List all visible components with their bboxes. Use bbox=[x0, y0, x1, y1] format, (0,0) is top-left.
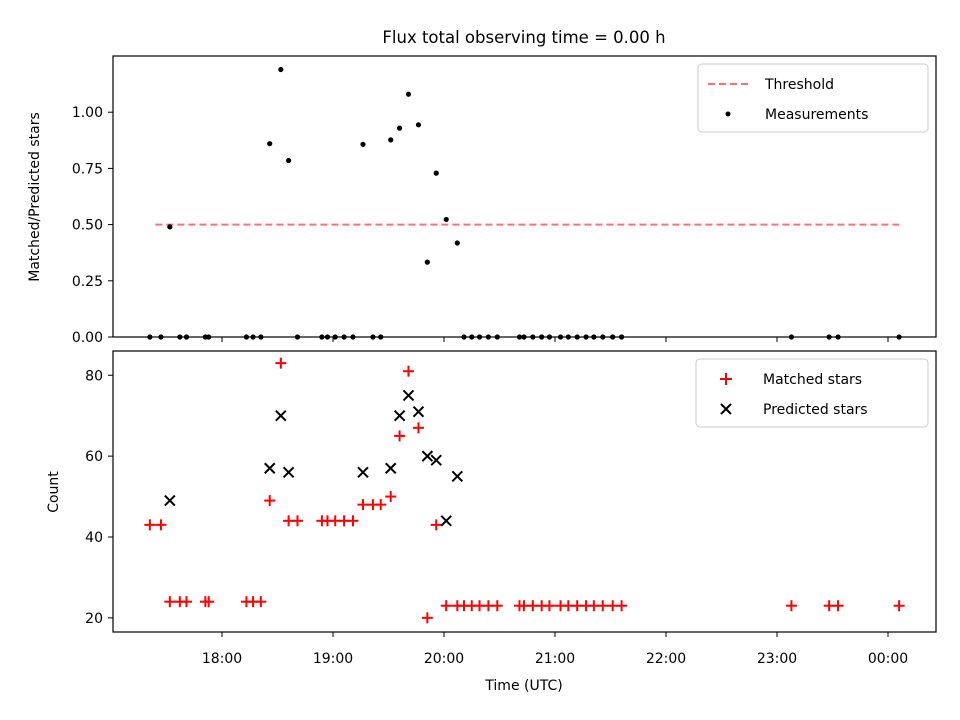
top-panel: Flux total observing time = 0.00 h 0.000… bbox=[27, 28, 937, 346]
bottom-x-tick-label-6: 00:00 bbox=[868, 651, 908, 667]
bottom-y-tick-label-2: 60 bbox=[85, 449, 103, 465]
top-y-axis-label: Matched/Predicted stars bbox=[27, 112, 43, 282]
top-series bbox=[147, 66, 902, 340]
top-legend-box bbox=[697, 63, 929, 133]
matched-point bbox=[255, 596, 267, 608]
matched-point bbox=[275, 357, 287, 369]
measurement-point bbox=[443, 216, 449, 223]
measurement-point bbox=[433, 170, 439, 176]
matched-point bbox=[616, 600, 628, 612]
bottom-x-tick-label-2: 20:00 bbox=[424, 651, 464, 667]
measurement-point bbox=[267, 141, 273, 147]
measurement-point bbox=[454, 240, 460, 246]
bottom-axes-frame bbox=[112, 350, 937, 633]
bottom-series bbox=[144, 357, 905, 624]
matched-point bbox=[440, 600, 452, 612]
measurement-point bbox=[278, 66, 284, 73]
legend-measurements-label: Measurements bbox=[765, 107, 868, 123]
top-chart-title: Flux total observing time = 0.00 h bbox=[382, 28, 665, 47]
predicted-point bbox=[402, 389, 415, 402]
predicted-point bbox=[164, 494, 176, 507]
top-y-ticks: 0.00 0.25 0.50 0.75 1.00 bbox=[72, 105, 113, 346]
measurement-point bbox=[424, 259, 430, 265]
predicted-point bbox=[282, 466, 295, 479]
legend-measurements-swatch bbox=[725, 111, 731, 117]
bottom-y-tick-label-0: 20 bbox=[85, 611, 103, 627]
top-y-tick-label-4: 1.00 bbox=[72, 105, 103, 121]
measurement-point bbox=[360, 141, 366, 147]
matched-point bbox=[412, 422, 424, 434]
matched-point bbox=[394, 430, 406, 442]
matched-point bbox=[357, 499, 369, 511]
matched-point bbox=[597, 600, 609, 612]
top-y-tick-label-2: 0.50 bbox=[72, 218, 103, 234]
legend-predicted-label: Predicted stars bbox=[763, 402, 868, 418]
bottom-y-tick-label-1: 40 bbox=[85, 530, 103, 546]
legend-predicted-swatch bbox=[720, 403, 732, 415]
top-y-tick-label-3: 0.75 bbox=[72, 161, 103, 177]
bottom-x-tick-label-4: 22:00 bbox=[646, 651, 686, 667]
measurement-point bbox=[397, 125, 403, 131]
measurement-point bbox=[415, 122, 422, 128]
measurement-point bbox=[286, 157, 292, 164]
legend-matched-label: Matched stars bbox=[763, 372, 862, 388]
matched-point bbox=[347, 515, 359, 527]
bottom-x-tick-label-0: 18:00 bbox=[202, 651, 242, 667]
predicted-point bbox=[275, 409, 287, 422]
predicted-point bbox=[357, 466, 369, 479]
predicted-point bbox=[421, 450, 434, 462]
matched-point bbox=[543, 600, 555, 612]
matched-point bbox=[430, 519, 442, 531]
top-y-tick-label-1: 0.25 bbox=[72, 274, 103, 290]
predicted-point bbox=[440, 515, 452, 527]
legend-matched-swatch bbox=[720, 373, 732, 385]
bottom-y-ticks: 20 40 60 80 bbox=[85, 368, 113, 627]
legend-threshold-label: Threshold bbox=[764, 77, 834, 93]
measurement-point bbox=[167, 224, 173, 230]
measurement-point bbox=[388, 137, 394, 143]
bottom-legend: Matched stars Predicted stars bbox=[695, 358, 929, 428]
predicted-point bbox=[393, 409, 406, 422]
bottom-legend-box bbox=[695, 358, 929, 428]
matched-point bbox=[180, 596, 192, 608]
bottom-y-tick-label-3: 80 bbox=[85, 368, 103, 384]
predicted-point bbox=[385, 462, 397, 474]
predicted-point bbox=[264, 462, 276, 474]
matched-point bbox=[144, 519, 156, 531]
bottom-x-tick-label-3: 21:00 bbox=[535, 651, 575, 667]
matched-point bbox=[785, 600, 797, 612]
bottom-panel: 20 40 60 80 18:00 19:00 20:00 21:00 22:00 23:00 0… bbox=[46, 350, 937, 694]
matched-point bbox=[291, 515, 303, 527]
matched-point bbox=[893, 600, 905, 612]
matched-point bbox=[832, 600, 844, 612]
matched-point bbox=[164, 596, 176, 608]
bottom-x-ticks: 18:00 19:00 20:00 21:00 22:00 23:00 00:00 bbox=[202, 632, 908, 667]
matched-point bbox=[402, 365, 414, 377]
matched-point bbox=[385, 491, 397, 503]
bottom-x-tick-label-5: 23:00 bbox=[757, 651, 797, 667]
bottom-x-tick-label-1: 19:00 bbox=[313, 651, 353, 667]
bottom-x-axis-label: Time (UTC) bbox=[484, 678, 562, 694]
matched-point bbox=[203, 596, 215, 608]
measurement-point bbox=[405, 91, 412, 97]
matched-point bbox=[264, 495, 276, 507]
matched-point bbox=[491, 600, 503, 612]
predicted-point bbox=[412, 405, 425, 418]
top-y-tick-label-0: 0.00 bbox=[72, 330, 103, 346]
top-axes-frame bbox=[112, 55, 937, 338]
matched-point bbox=[155, 519, 167, 531]
matched-point bbox=[375, 499, 387, 511]
top-legend: Threshold Measurements bbox=[697, 63, 929, 133]
top-x-ticks bbox=[221, 337, 889, 342]
matched-point bbox=[421, 612, 433, 624]
predicted-point bbox=[451, 470, 464, 483]
predicted-point bbox=[430, 454, 442, 466]
bottom-y-axis-label: Count bbox=[46, 471, 62, 513]
